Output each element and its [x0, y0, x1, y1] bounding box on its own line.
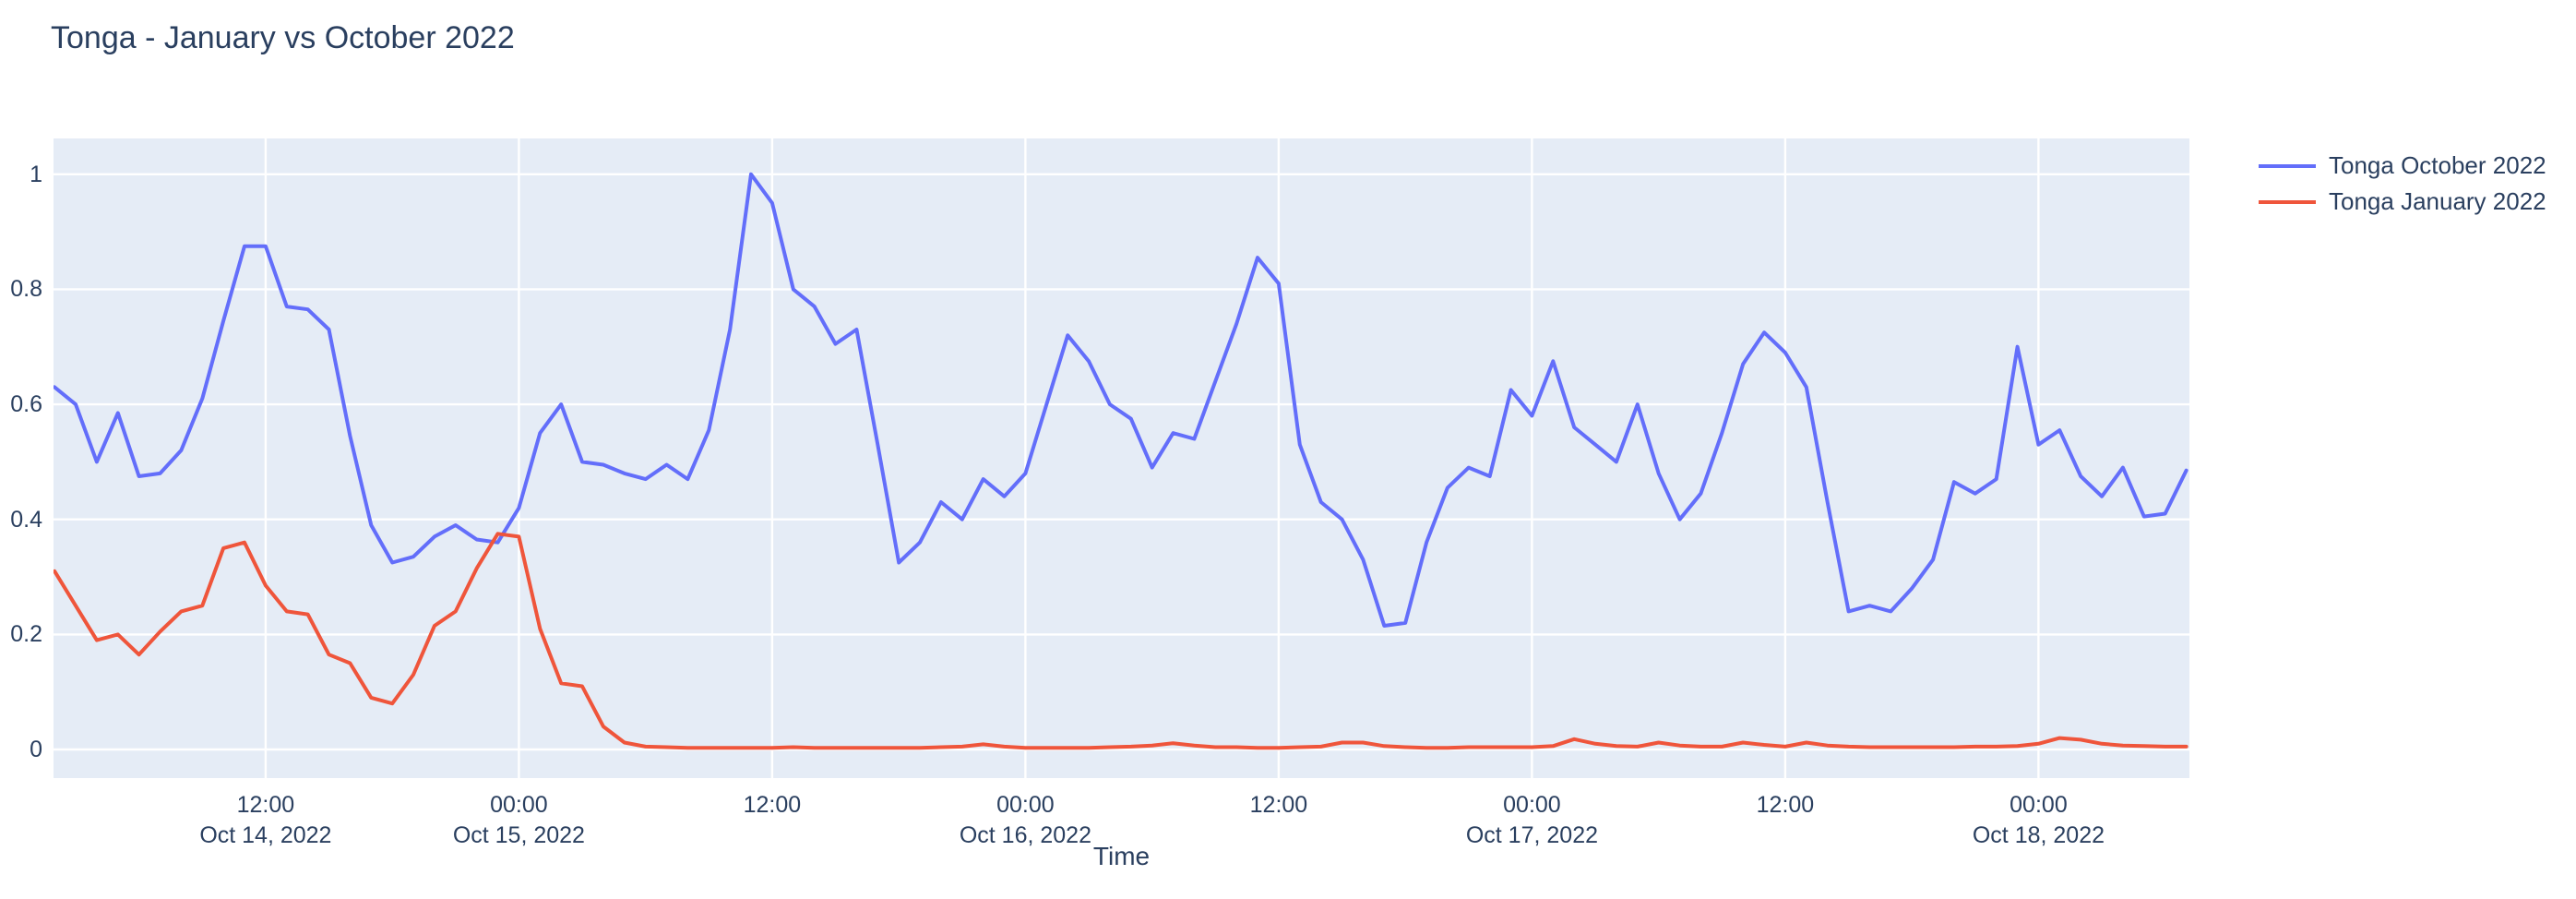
y-tick-label: 0.4 — [10, 506, 42, 533]
y-tick-label: 0.6 — [10, 391, 42, 418]
x-tick-label: 12:00 — [743, 792, 802, 818]
legend-line-swatch — [2259, 199, 2316, 204]
x-tick-label: 00:00 Oct 18, 2022 — [1972, 792, 2105, 848]
y-tick-label: 0 — [30, 737, 42, 763]
x-tick-label: 12:00 Oct 14, 2022 — [199, 792, 332, 848]
legend-line-swatch — [2259, 163, 2316, 168]
legend-item-tonga-january-2022[interactable]: Tonga January 2022 — [2259, 184, 2546, 220]
legend-label: Tonga October 2022 — [2329, 151, 2546, 179]
x-tick-label: 00:00 Oct 16, 2022 — [959, 792, 1091, 848]
y-tick-label: 0.2 — [10, 621, 42, 648]
x-tick-label: 12:00 — [1249, 792, 1308, 818]
x-tick-label: 00:00 Oct 15, 2022 — [452, 792, 585, 848]
y-tick-label: 1 — [30, 161, 42, 187]
x-tick-label: 12:00 — [1756, 792, 1815, 818]
chart-title: Tonga - January vs October 2022 — [51, 20, 515, 55]
y-tick-label: 0.8 — [10, 276, 42, 303]
series-line-1[interactable] — [54, 532, 2188, 750]
legend: Tonga October 2022 Tonga January 2022 — [2259, 148, 2546, 220]
x-tick-label: 00:00 Oct 17, 2022 — [1465, 792, 1598, 848]
line-chart[interactable] — [54, 138, 2189, 778]
legend-label: Tonga January 2022 — [2329, 187, 2546, 215]
plot-canvas[interactable] — [54, 138, 2189, 778]
series-line-0[interactable] — [54, 172, 2188, 628]
legend-item-tonga-october-2022[interactable]: Tonga October 2022 — [2259, 148, 2546, 184]
x-axis-title: Time — [1092, 842, 1151, 870]
